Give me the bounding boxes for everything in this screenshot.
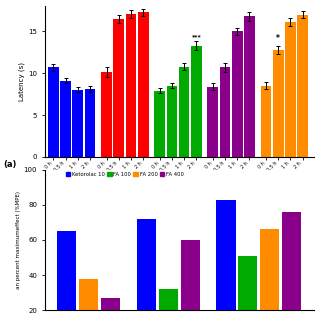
Bar: [126, 14, 136, 157]
Bar: [60, 81, 71, 157]
Bar: [260, 229, 279, 310]
Bar: [273, 50, 284, 157]
Bar: [85, 89, 95, 157]
Bar: [282, 212, 301, 310]
Bar: [179, 67, 189, 157]
Text: ***: ***: [191, 34, 201, 39]
Bar: [207, 87, 218, 157]
Bar: [220, 68, 230, 157]
Bar: [238, 256, 258, 310]
Bar: [244, 16, 255, 157]
Bar: [79, 279, 98, 310]
Bar: [191, 46, 202, 157]
Bar: [154, 91, 165, 157]
Bar: [101, 298, 120, 310]
Bar: [297, 15, 308, 157]
Bar: [48, 68, 59, 157]
Bar: [137, 219, 156, 310]
Bar: [57, 231, 76, 310]
Text: *: *: [276, 34, 280, 43]
Y-axis label: Latency (s): Latency (s): [19, 62, 25, 101]
Bar: [285, 22, 296, 157]
Bar: [138, 12, 148, 157]
Y-axis label: an percent maximumeffect (%MPE): an percent maximumeffect (%MPE): [16, 191, 21, 289]
Bar: [232, 31, 243, 157]
Bar: [180, 240, 200, 310]
Bar: [113, 19, 124, 157]
Legend: Ketorolac 10, FA 100, FA 200, FA 400: Ketorolac 10, FA 100, FA 200, FA 400: [64, 169, 186, 179]
Bar: [159, 289, 178, 310]
Bar: [216, 200, 236, 310]
Bar: [260, 86, 271, 157]
Text: (a): (a): [3, 160, 17, 169]
Bar: [101, 72, 112, 157]
Bar: [166, 86, 177, 157]
Bar: [72, 90, 83, 157]
